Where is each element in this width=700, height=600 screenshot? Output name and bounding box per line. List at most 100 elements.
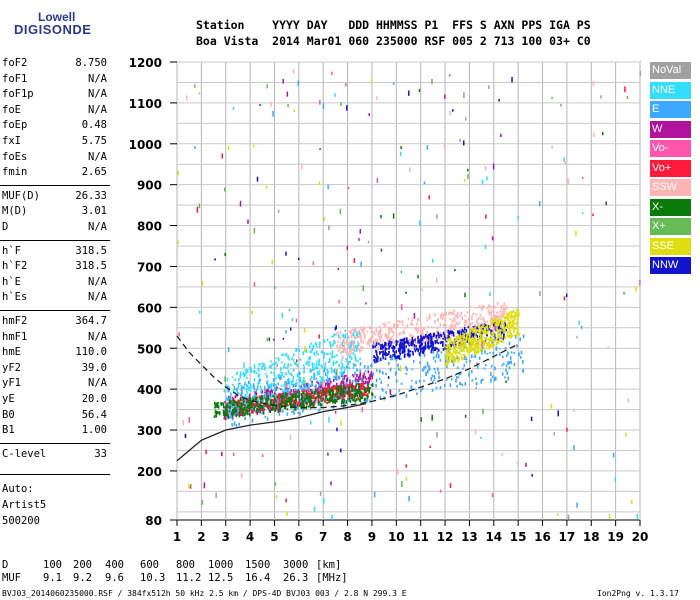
trace-point <box>335 374 338 378</box>
trace-point <box>284 387 286 391</box>
trace-point <box>453 325 455 330</box>
trace-point <box>298 386 301 389</box>
trace-point <box>222 405 225 409</box>
trace-point <box>343 395 346 398</box>
trace-point <box>224 417 227 421</box>
trace-point <box>332 343 334 347</box>
x-tick-label: 6 <box>295 530 303 544</box>
noise-point <box>550 403 553 409</box>
param-label: foF2 <box>2 57 28 69</box>
trace-point <box>299 387 302 390</box>
trace-point <box>423 349 425 353</box>
trace-point <box>396 355 398 359</box>
trace-point <box>387 334 390 339</box>
trace-point <box>437 326 439 330</box>
trace-point <box>377 333 380 338</box>
trace-point <box>375 378 378 383</box>
trace-point <box>273 405 276 409</box>
trace-point <box>502 304 505 307</box>
x-tick-label: 8 <box>343 530 351 544</box>
trace-point <box>460 331 463 333</box>
trace-point <box>350 344 352 348</box>
trace-point <box>335 392 337 396</box>
trace-point <box>467 342 470 345</box>
trace-point <box>491 331 494 334</box>
trace-point <box>244 394 247 399</box>
trace-point <box>363 398 366 402</box>
trace-point <box>426 363 429 367</box>
trace-point <box>323 369 326 373</box>
trace-point <box>228 397 230 401</box>
noise-point <box>260 389 262 394</box>
trace-point <box>489 332 492 336</box>
trace-point <box>447 350 449 354</box>
trace-point <box>455 344 457 348</box>
trace-point <box>410 340 413 343</box>
trace-point <box>349 348 351 353</box>
trace-point <box>308 344 311 349</box>
trace-point <box>449 330 452 334</box>
trace-point <box>223 417 226 420</box>
trace-point <box>416 392 418 396</box>
noise-point <box>421 288 424 291</box>
trace-point <box>358 331 361 336</box>
trace-point <box>429 344 432 348</box>
trace-point <box>484 363 487 367</box>
trace-point <box>385 343 388 348</box>
trace-point <box>430 377 433 381</box>
trace-point <box>316 392 319 395</box>
trace-point <box>296 406 299 410</box>
trace-point <box>263 407 265 411</box>
trace-point <box>269 390 271 393</box>
trace-point <box>479 344 481 347</box>
noise-point <box>593 132 595 137</box>
param-label: fmin <box>2 166 28 179</box>
trace-point <box>348 384 350 387</box>
trace-point <box>322 390 325 394</box>
trace-point <box>445 311 448 316</box>
trace-point <box>473 339 475 342</box>
trace-point <box>354 388 356 391</box>
noise-point <box>321 381 323 386</box>
trace-point <box>375 383 377 388</box>
trace-point <box>470 331 473 335</box>
trace-point <box>512 323 515 328</box>
trace-point <box>329 393 332 396</box>
noise-point <box>227 145 230 151</box>
trace-point <box>426 330 428 334</box>
x-tick-label: 5 <box>270 530 278 544</box>
trace-point <box>352 339 354 343</box>
trace-point <box>471 315 473 319</box>
trace-point <box>480 339 482 343</box>
trace-point <box>294 401 297 405</box>
trace-point <box>349 360 351 363</box>
trace-point <box>264 367 266 371</box>
trace-point <box>273 384 276 387</box>
trace-point <box>475 382 478 386</box>
trace-point <box>257 400 259 403</box>
trace-point <box>270 402 273 406</box>
trace-point <box>286 366 289 369</box>
trace-point <box>316 395 319 398</box>
trace-point <box>482 305 485 309</box>
trace-point <box>357 396 360 401</box>
trace-point <box>270 396 273 398</box>
trace-point <box>472 337 474 339</box>
trace-point <box>515 322 518 325</box>
trace-point <box>434 313 436 317</box>
trace-point <box>448 331 451 336</box>
noise-point <box>443 144 446 149</box>
trace-point <box>414 341 417 346</box>
trace-point <box>240 411 243 416</box>
trace-point <box>448 343 450 348</box>
trace-point <box>336 395 339 400</box>
trace-point <box>384 333 387 336</box>
trace-point <box>412 359 415 363</box>
trace-point <box>417 339 419 344</box>
trace-point <box>264 391 266 394</box>
trace-point <box>318 358 321 363</box>
trace-point <box>381 387 383 390</box>
trace-point <box>296 389 298 392</box>
trace-point <box>337 391 340 394</box>
noise-point <box>337 267 340 270</box>
